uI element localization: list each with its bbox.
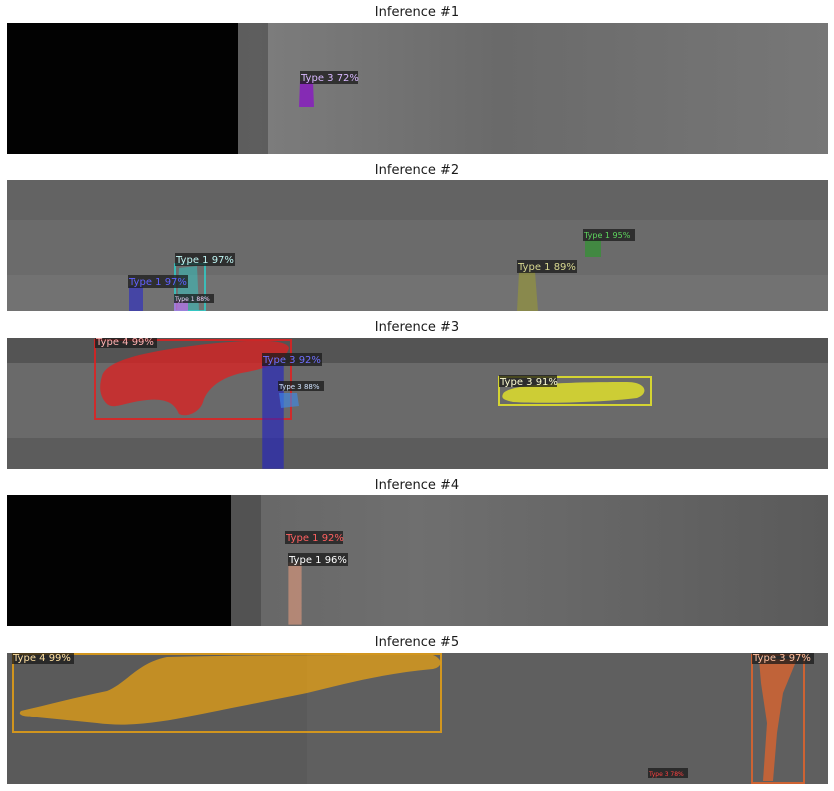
label-bg	[175, 253, 235, 266]
panel-title: Inference #4	[374, 478, 460, 493]
label-bg	[95, 338, 157, 348]
defect-mask	[288, 562, 302, 625]
label-bg	[499, 375, 557, 387]
label-bg	[278, 381, 324, 391]
defect-mask	[585, 240, 601, 257]
bounding-box	[498, 376, 652, 406]
label-bg	[174, 294, 214, 303]
defect-mask	[19, 655, 441, 725]
detection-label: Type 1 97%	[175, 255, 234, 266]
defect-mask	[174, 300, 188, 311]
panel-title: Inference #1	[374, 5, 460, 20]
defect-mask	[279, 393, 299, 408]
label-bg	[128, 275, 188, 288]
detection-label: Type 3 78%	[648, 771, 684, 778]
inference-image-5: Type 4 99% Type 3 97% Type 3 78%	[7, 653, 828, 784]
detection-label: Type 3 88%	[278, 383, 320, 391]
defect-mask	[129, 286, 143, 311]
label-bg	[12, 653, 74, 664]
inference-image-1: Type 3 72%	[7, 23, 828, 154]
detection-label: Type 1 88%	[174, 296, 210, 303]
panel-title: Inference #5	[374, 635, 460, 650]
detection-label: Type 3 91%	[499, 377, 558, 388]
panel-title: Inference #2	[374, 163, 460, 178]
label-bg	[517, 260, 577, 273]
label-bg	[288, 553, 348, 566]
defect-mask	[502, 382, 645, 403]
defect-mask	[100, 340, 289, 416]
detection-label: Type 1 96%	[288, 555, 347, 566]
defect-mask	[262, 363, 284, 469]
label-bg	[262, 353, 322, 366]
detection-label: Type 3 92%	[262, 355, 321, 366]
detection-label: Type 3 97%	[752, 653, 811, 664]
bounding-box	[94, 339, 292, 420]
label-bg	[583, 229, 635, 241]
defect-mask	[299, 81, 314, 107]
defect-mask	[517, 272, 538, 311]
label-bg	[648, 768, 688, 778]
detection-label: Type 1 97%	[128, 277, 187, 288]
bounding-box	[12, 653, 442, 733]
detection-label: Type 1 89%	[517, 262, 576, 273]
detection-label: Type 4 99%	[95, 338, 154, 348]
detection-label: Type 1 92%	[285, 533, 344, 544]
inference-image-4: Type 1 92% Type 1 96%	[7, 495, 828, 626]
detection-label: Type 3 72%	[300, 73, 359, 84]
detection-label: Type 1 95%	[583, 231, 631, 240]
inference-image-3: Type 4 99% Type 3 92% Type 3 88% Type 3 …	[7, 338, 828, 469]
defect-mask	[759, 659, 797, 781]
inference-image-2: Type 1 97% Type 1 97% Type 1 88% Type 1 …	[7, 180, 828, 311]
panel-title: Inference #3	[374, 320, 460, 335]
label-bg	[285, 531, 343, 544]
label-bg	[752, 653, 814, 664]
label-bg	[300, 71, 358, 84]
detection-label: Type 4 99%	[12, 653, 71, 664]
